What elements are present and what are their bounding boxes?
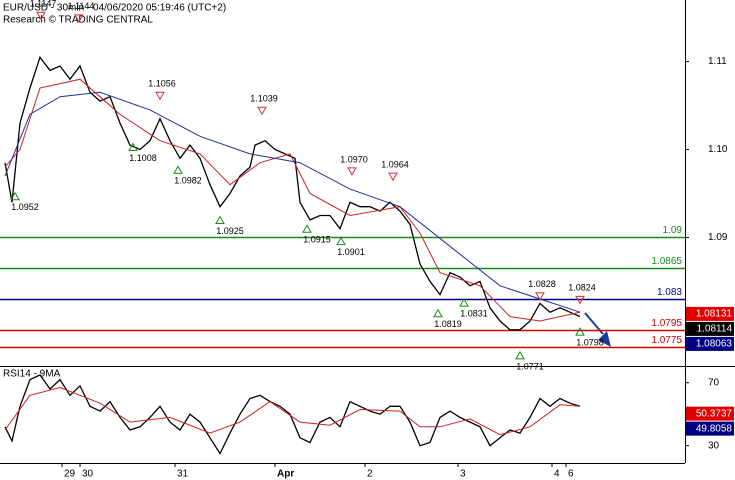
- low-marker: [515, 350, 525, 360]
- high-label: 1.1144: [68, 1, 95, 11]
- price-tag-label: 1.08063: [696, 339, 733, 350]
- level-label: 1.09: [663, 225, 683, 236]
- level-label: 1.0775: [651, 335, 682, 346]
- high-label: 1.0964: [381, 160, 409, 170]
- high-label: 1.1056: [148, 79, 176, 89]
- high-marker: [155, 91, 165, 101]
- price-tag-label: 1.08131: [696, 309, 733, 320]
- low-marker: [128, 142, 138, 151]
- high-label: 1.0970: [340, 154, 368, 164]
- price-tag-label: 1.08114: [697, 324, 733, 335]
- low-marker: [433, 308, 443, 318]
- series-line: [4, 55, 581, 331]
- low-label: 1.0771: [516, 361, 544, 371]
- x-tick-label: 3: [460, 469, 466, 480]
- low-label: 1.0798: [576, 338, 604, 348]
- y-tick-label: 1.11: [708, 56, 727, 67]
- low-marker: [215, 215, 225, 224]
- price-tag: [686, 321, 734, 336]
- low-label: 1.0831: [460, 309, 488, 319]
- price-tag: [686, 336, 734, 351]
- y-tick-label: 70: [708, 377, 720, 388]
- series-line: [4, 386, 581, 436]
- projection-arrow-head: [598, 331, 611, 347]
- chart-title: EUR/USD - 30min - 04/06/2020 05:19:46 (U…: [3, 3, 226, 14]
- x-tick-label: 2: [367, 469, 373, 480]
- low-label: 1.0901: [337, 247, 365, 257]
- low-label: 1.0915: [303, 235, 331, 245]
- x-tick-label: Apr: [277, 469, 294, 480]
- low-marker: [575, 327, 585, 336]
- high-label: 1.0828: [528, 279, 556, 289]
- x-tick-label: 29: [64, 469, 76, 480]
- level-label: 1.083: [657, 287, 682, 298]
- high-marker: [74, 14, 84, 23]
- price-tag-label: 49.8058: [696, 423, 733, 434]
- x-tick-label: 31: [177, 469, 189, 480]
- low-marker: [173, 165, 183, 174]
- price-tag: [686, 406, 734, 421]
- price-tag-label: 50.3737: [696, 408, 733, 419]
- low-label: 1.0925: [216, 226, 244, 236]
- series-line: [4, 374, 581, 455]
- high-marker: [388, 172, 398, 182]
- low-marker: [10, 191, 20, 201]
- series-line: [4, 78, 581, 322]
- x-tick-label: 6: [568, 469, 574, 480]
- low-label: 1.0982: [174, 176, 202, 186]
- y-tick-label: 1.09: [708, 232, 728, 243]
- low-marker: [459, 298, 469, 307]
- low-label: 1.0952: [11, 202, 39, 212]
- price-tag: [686, 421, 734, 436]
- rsi-title: RSI14 - 9MA: [3, 369, 61, 380]
- high-label: 1.1039: [250, 94, 278, 104]
- low-label: 1.0819: [434, 319, 462, 329]
- y-tick-label: 30: [708, 440, 720, 451]
- level-label: 1.0795: [651, 318, 682, 329]
- high-marker: [347, 167, 357, 176]
- high-label: 1.1147: [30, 0, 57, 9]
- high-marker: [535, 292, 545, 301]
- x-tick-label: 30: [82, 469, 94, 480]
- low-marker: [302, 224, 312, 233]
- high-marker: [575, 295, 585, 305]
- high-marker: [257, 106, 267, 116]
- low-label: 1.1008: [129, 153, 157, 163]
- x-tick-label: 4: [554, 469, 560, 480]
- low-marker: [336, 236, 346, 246]
- high-label: 1.0824: [568, 283, 596, 293]
- y-tick-label: 1.10: [708, 144, 728, 155]
- series-line: [4, 91, 581, 313]
- price-tag: [686, 306, 734, 321]
- high-marker: [36, 11, 46, 21]
- level-label: 1.0865: [651, 256, 682, 267]
